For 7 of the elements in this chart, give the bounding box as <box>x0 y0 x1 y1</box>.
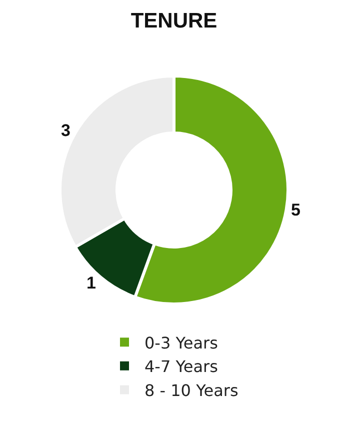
legend-label: 0-3 Years <box>144 333 218 352</box>
data-label: 5 <box>291 200 300 220</box>
chart-title: TENURE <box>130 10 218 33</box>
legend-label: 8 - 10 Years <box>144 380 238 400</box>
data-label: 1 <box>86 273 96 292</box>
data-label: 3 <box>61 121 71 140</box>
legend-label: 4-7 Years <box>144 357 218 376</box>
